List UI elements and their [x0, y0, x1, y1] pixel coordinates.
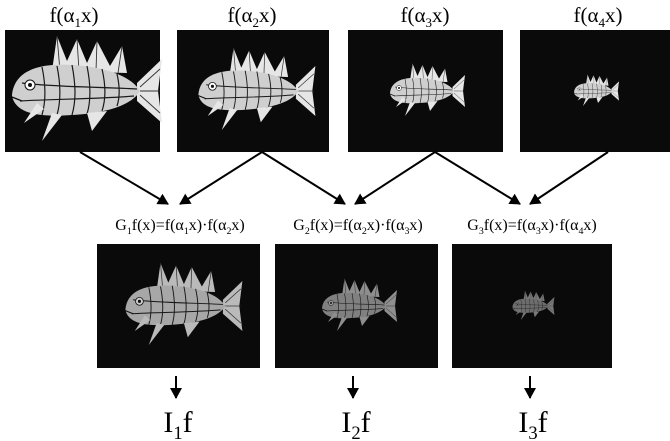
- top-panel-2: [177, 30, 329, 152]
- top-panel-1: [5, 30, 163, 152]
- middle-panel-3: [452, 244, 612, 368]
- bottom-label-1: I1f: [163, 406, 192, 441]
- top-label-4: f(α4x): [573, 3, 622, 30]
- top-label-1: f(α1x): [49, 3, 98, 30]
- top-label-3: f(α3x): [400, 3, 449, 30]
- middle-label-2: G2f(x)=f(α2x)·f(α3x): [293, 217, 423, 237]
- arrow-a1-to-g1: [79, 151, 169, 205]
- arrow-a2-to-g2: [261, 151, 346, 205]
- middle-label-3: G3f(x)=f(α3x)·f(α4x): [467, 217, 597, 237]
- top-label-2: f(α2x): [227, 3, 276, 30]
- top-panel-3: [348, 30, 503, 152]
- middle-panel-2: [275, 244, 438, 368]
- bottom-label-2: I2f: [341, 406, 370, 441]
- middle-label-1: G1f(x)=f(α1x)·f(α2x): [115, 217, 245, 237]
- top-panel-4: [520, 30, 670, 152]
- middle-panel-1: [97, 244, 260, 368]
- arrow-a2-to-g1: [179, 151, 263, 205]
- arrow-a4-to-g3: [529, 151, 609, 205]
- bottom-label-3: I3f: [518, 406, 547, 441]
- arrow-a3-to-g2: [354, 151, 436, 205]
- arrow-a3-to-g3: [434, 151, 521, 205]
